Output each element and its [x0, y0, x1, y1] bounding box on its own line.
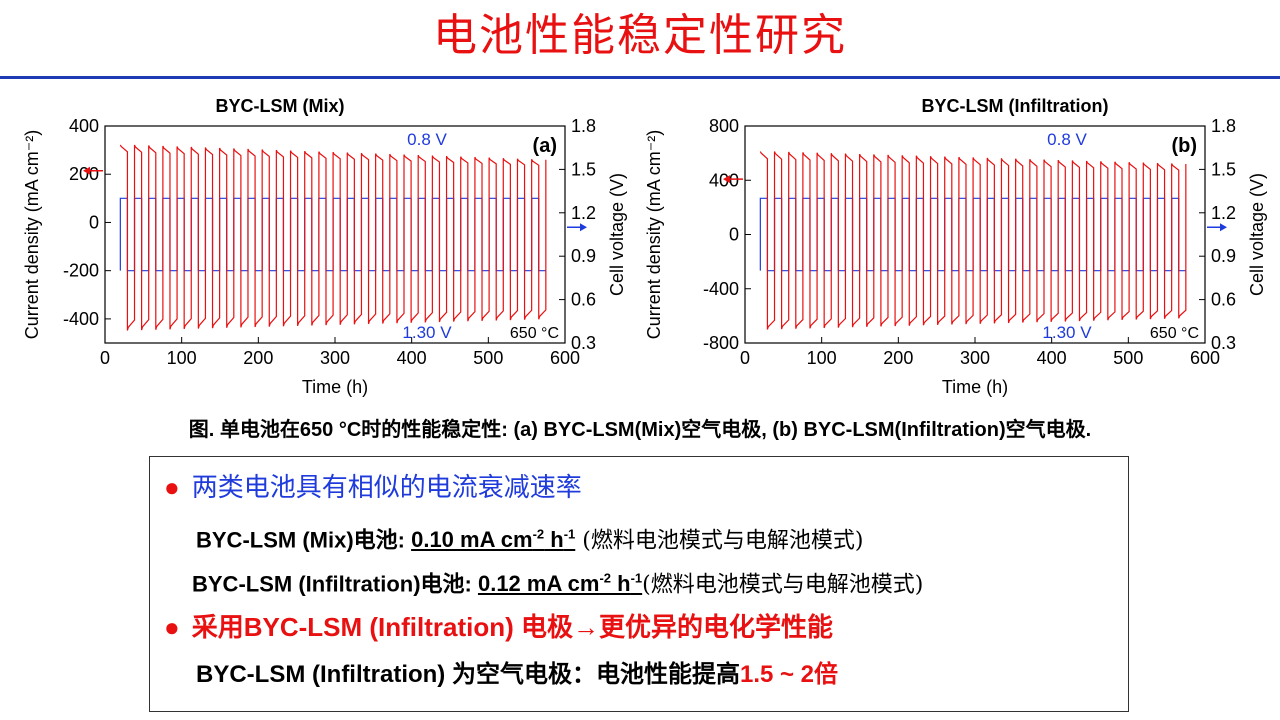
conclusion-text: BYC-LSM (Infiltration) 为空气电极：电池性能提高 — [196, 661, 740, 688]
x-tick-label: 100 — [167, 348, 197, 368]
voltage-axis-arrow-head-icon — [1220, 223, 1227, 232]
y2-tick-label: 1.5 — [571, 159, 596, 179]
x-tick-label: 0 — [740, 348, 750, 368]
y2-tick-label: 0.6 — [571, 290, 596, 310]
bullet-similar-decay-text: 两类电池具有相似的电流衰减速率 — [191, 472, 582, 502]
mix-rate: 0.10 mA cm-2 h-1 — [411, 527, 576, 553]
y-tick-label: -200 — [63, 261, 99, 281]
x-axis-label: Time (h) — [942, 377, 1008, 397]
annotation-voltage-bottom: 1.30 V — [1042, 323, 1092, 342]
y-axis-label: Current density (mA cm⁻²) — [22, 130, 42, 340]
mix-rate-line: BYC-LSM (Mix)电池: 0.10 mA cm-2 h-1 (燃料电池模… — [196, 519, 863, 557]
y-tick-label: -800 — [703, 333, 739, 353]
x-tick-label: 0 — [100, 348, 110, 368]
x-tick-label: 600 — [1190, 348, 1220, 368]
infiltration-rate-line: BYC-LSM (Infiltration)电池: 0.12 mA cm-2 h… — [192, 563, 923, 601]
bullet-dot-icon: ● — [164, 612, 180, 642]
y2-tick-label: 1.2 — [571, 203, 596, 223]
y-tick-label: 800 — [709, 116, 739, 136]
chart-panel-a: BYC-LSM (Mix) 0 100 200 300 400 500 600 -400 -200… — [0, 88, 640, 408]
current-series — [759, 151, 1187, 330]
x-tick-label: 500 — [473, 348, 503, 368]
y2-tick-label: 1.8 — [571, 116, 596, 136]
title-divider — [0, 76, 1280, 79]
y-tick-label: 400 — [69, 116, 99, 136]
x-tick-label: 400 — [1037, 348, 1067, 368]
x-tick-label: 500 — [1113, 348, 1143, 368]
x-tick-label: 200 — [243, 348, 273, 368]
annotation-voltage-top: 0.8 V — [1047, 130, 1087, 149]
y2-tick-label: 0.3 — [571, 333, 596, 353]
x-tick-label: 600 — [550, 348, 580, 368]
y-axis-label: Current density (mA cm⁻²) — [644, 130, 664, 340]
infiltration-mode: (燃料电池模式与电解池模式) — [642, 572, 924, 598]
x-tick-label: 200 — [883, 348, 913, 368]
y2-tick-label: 0.9 — [571, 246, 596, 266]
y-tick-label: -400 — [703, 279, 739, 299]
x-tick-label: 300 — [320, 348, 350, 368]
conclusion-line: BYC-LSM (Infiltration) 为空气电极：电池性能提高1.5 ~… — [196, 657, 838, 693]
chart-panel-b: BYC-LSM (Infiltration) 0 100 200 300 400 500 60… — [640, 88, 1280, 408]
page-title: 电池性能稳定性研究 — [433, 10, 847, 61]
bullet-dot-icon: ● — [164, 472, 180, 502]
x-tick-label: 400 — [397, 348, 427, 368]
annotation-temperature: 650 °C — [510, 325, 559, 342]
bullet-similar-decay: ● 两类电池具有相似的电流衰减速率 — [164, 469, 582, 505]
x-axis-label: Time (h) — [302, 377, 368, 397]
y-tick-label: 0 — [89, 212, 99, 232]
y2-axis-label: Cell voltage (V) — [1247, 173, 1267, 296]
y2-tick-label: 1.8 — [1211, 116, 1236, 136]
y2-axis-label: Cell voltage (V) — [607, 173, 627, 296]
current-axis-arrow-head-icon — [83, 166, 90, 175]
annotation-voltage-bottom: 1.30 V — [402, 323, 452, 342]
bullet-better-performance-text: 采用BYC-LSM (Infiltration) 电极→更优异的电化学性能 — [191, 612, 834, 642]
y2-tick-label: 0.6 — [1211, 290, 1236, 310]
chart-title: BYC-LSM (Mix) — [216, 96, 345, 116]
figure-caption: 图. 单电池在650 °C时的性能稳定性: (a) BYC-LSM(Mix)空气… — [188, 419, 1092, 441]
voltage-axis-arrow-head-icon — [580, 223, 587, 232]
chart-b-svg: BYC-LSM (Infiltration) 0 100 200 300 400 500 60… — [644, 96, 1267, 397]
annotation-temperature: 650 °C — [1150, 325, 1199, 342]
summary-box: ● 两类电池具有相似的电流衰减速率 BYC-LSM (Mix)电池: 0.10 m… — [149, 456, 1129, 712]
panel-label: (b) — [1171, 135, 1197, 157]
current-axis-arrow-head-icon — [723, 175, 730, 184]
chart-title: BYC-LSM (Infiltration) — [922, 96, 1109, 116]
y-tick-label: 400 — [709, 170, 739, 190]
y2-tick-label: 1.5 — [1211, 159, 1236, 179]
y2-tick-label: 0.9 — [1211, 246, 1236, 266]
y-tick-label: -400 — [63, 309, 99, 329]
infiltration-rate: 0.12 mA cm-2 h-1 — [477, 571, 643, 597]
mix-mode: (燃料电池模式与电解池模式) — [575, 528, 864, 554]
current-series — [119, 144, 547, 331]
y-tick-label: 200 — [69, 164, 99, 184]
mix-label: BYC-LSM (Mix)电池: — [196, 527, 412, 553]
y2-tick-label: 0.3 — [1211, 333, 1236, 353]
chart-a-svg: BYC-LSM (Mix) 0 100 200 300 400 500 600 -400 -200… — [22, 96, 627, 397]
annotation-voltage-top: 0.8 V — [407, 130, 447, 149]
y-tick-label: 0 — [729, 225, 739, 245]
y2-tick-label: 1.2 — [1211, 203, 1236, 223]
x-tick-label: 100 — [807, 348, 837, 368]
conclusion-factor: 1.5 ~ 2倍 — [739, 661, 839, 688]
bullet-better-performance: ● 采用BYC-LSM (Infiltration) 电极→更优异的电化学性能 — [164, 609, 833, 645]
infiltration-label: BYC-LSM (Infiltration)电池: — [192, 571, 478, 597]
x-tick-label: 300 — [960, 348, 990, 368]
panel-label: (a) — [533, 135, 557, 157]
